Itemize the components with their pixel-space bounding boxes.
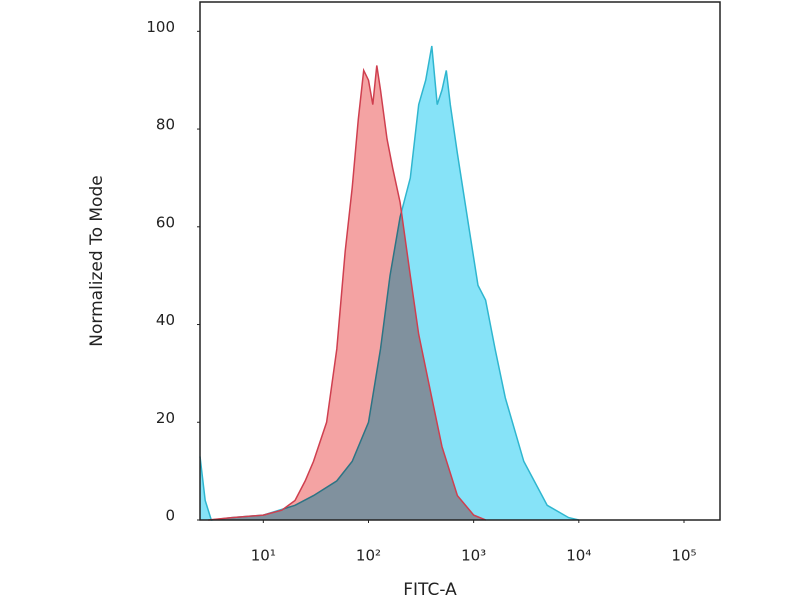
y-tick-label: 40 bbox=[156, 311, 175, 329]
x-tick-label: 10² bbox=[356, 547, 381, 565]
y-tick-label: 100 bbox=[146, 18, 175, 36]
x-tick-label: 10³ bbox=[461, 547, 486, 565]
y-axis-label: Normalized To Mode bbox=[87, 175, 107, 346]
y-tick-label: 60 bbox=[156, 213, 175, 231]
y-tick-label: 0 bbox=[165, 507, 175, 525]
x-axis-label: FITC-A bbox=[403, 580, 457, 600]
area bbox=[208, 65, 486, 520]
y-tick-label: 80 bbox=[156, 116, 175, 134]
x-tick-label: 10⁵ bbox=[671, 547, 696, 565]
x-tick-label: 10¹ bbox=[251, 547, 276, 565]
area-outline bbox=[208, 65, 486, 521]
x-tick-label: 10⁴ bbox=[566, 547, 591, 565]
y-tick-label: 20 bbox=[156, 409, 175, 427]
plot-frame bbox=[199, 1, 721, 521]
